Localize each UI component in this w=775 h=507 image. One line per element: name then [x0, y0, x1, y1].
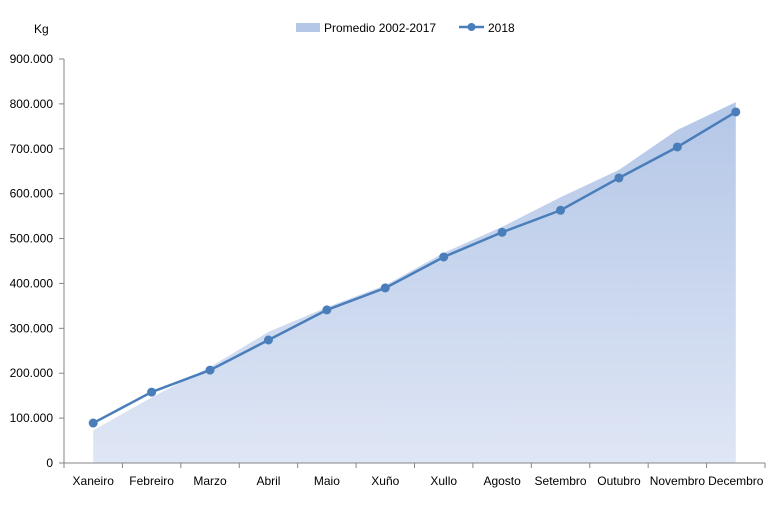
y-axis-label: Kg — [34, 22, 49, 36]
x-tick-label: Decembro — [708, 474, 764, 488]
x-tick-label: Xuño — [371, 474, 399, 488]
data-point-2018 — [147, 387, 157, 397]
data-point-2018 — [614, 173, 624, 183]
x-tick-label: Xaneiro — [73, 474, 115, 488]
x-tick-label: Novembro — [650, 474, 706, 488]
legend-label: Promedio 2002-2017 — [324, 21, 436, 35]
y-tick-label: 0 — [46, 456, 53, 470]
x-tick-label: Outubro — [597, 474, 641, 488]
data-point-2018 — [380, 283, 390, 293]
data-point-2018 — [88, 418, 98, 428]
legend: Promedio 2002-2017 2018 — [296, 21, 515, 35]
legend-swatch-area — [296, 23, 320, 32]
data-point-2018 — [439, 252, 449, 262]
data-point-2018 — [731, 107, 741, 117]
y-tick-label: 400.000 — [10, 276, 54, 290]
series-area-promedio — [93, 102, 736, 464]
legend-marker — [467, 23, 476, 31]
x-tick-label: Maio — [314, 474, 340, 488]
y-tick-label: 900.000 — [10, 52, 54, 66]
x-tick-label: Xullo — [430, 474, 457, 488]
x-tick-label: Abril — [256, 474, 280, 488]
data-point-2018 — [497, 227, 507, 237]
x-tick-label: Febreiro — [129, 474, 174, 488]
y-tick-label: 600.000 — [10, 187, 54, 201]
x-tick-label: Marzo — [193, 474, 227, 488]
data-point-2018 — [263, 335, 273, 345]
data-point-2018 — [672, 142, 682, 152]
x-tick-label: Agosto — [483, 474, 521, 488]
data-point-2018 — [556, 205, 566, 215]
legend-label: 2018 — [488, 21, 515, 35]
y-tick-label: 700.000 — [10, 142, 54, 156]
series-line-2018 — [92, 110, 737, 425]
y-tick-label: 200.000 — [10, 366, 54, 380]
data-point-2018 — [205, 365, 215, 375]
y-tick-label: 300.000 — [10, 321, 54, 335]
x-tick-label: Setembro — [535, 474, 587, 488]
data-point-2018 — [322, 305, 332, 315]
y-tick-label: 100.000 — [10, 411, 54, 425]
y-tick-label: 800.000 — [10, 97, 54, 111]
y-tick-label: 500.000 — [10, 232, 54, 246]
